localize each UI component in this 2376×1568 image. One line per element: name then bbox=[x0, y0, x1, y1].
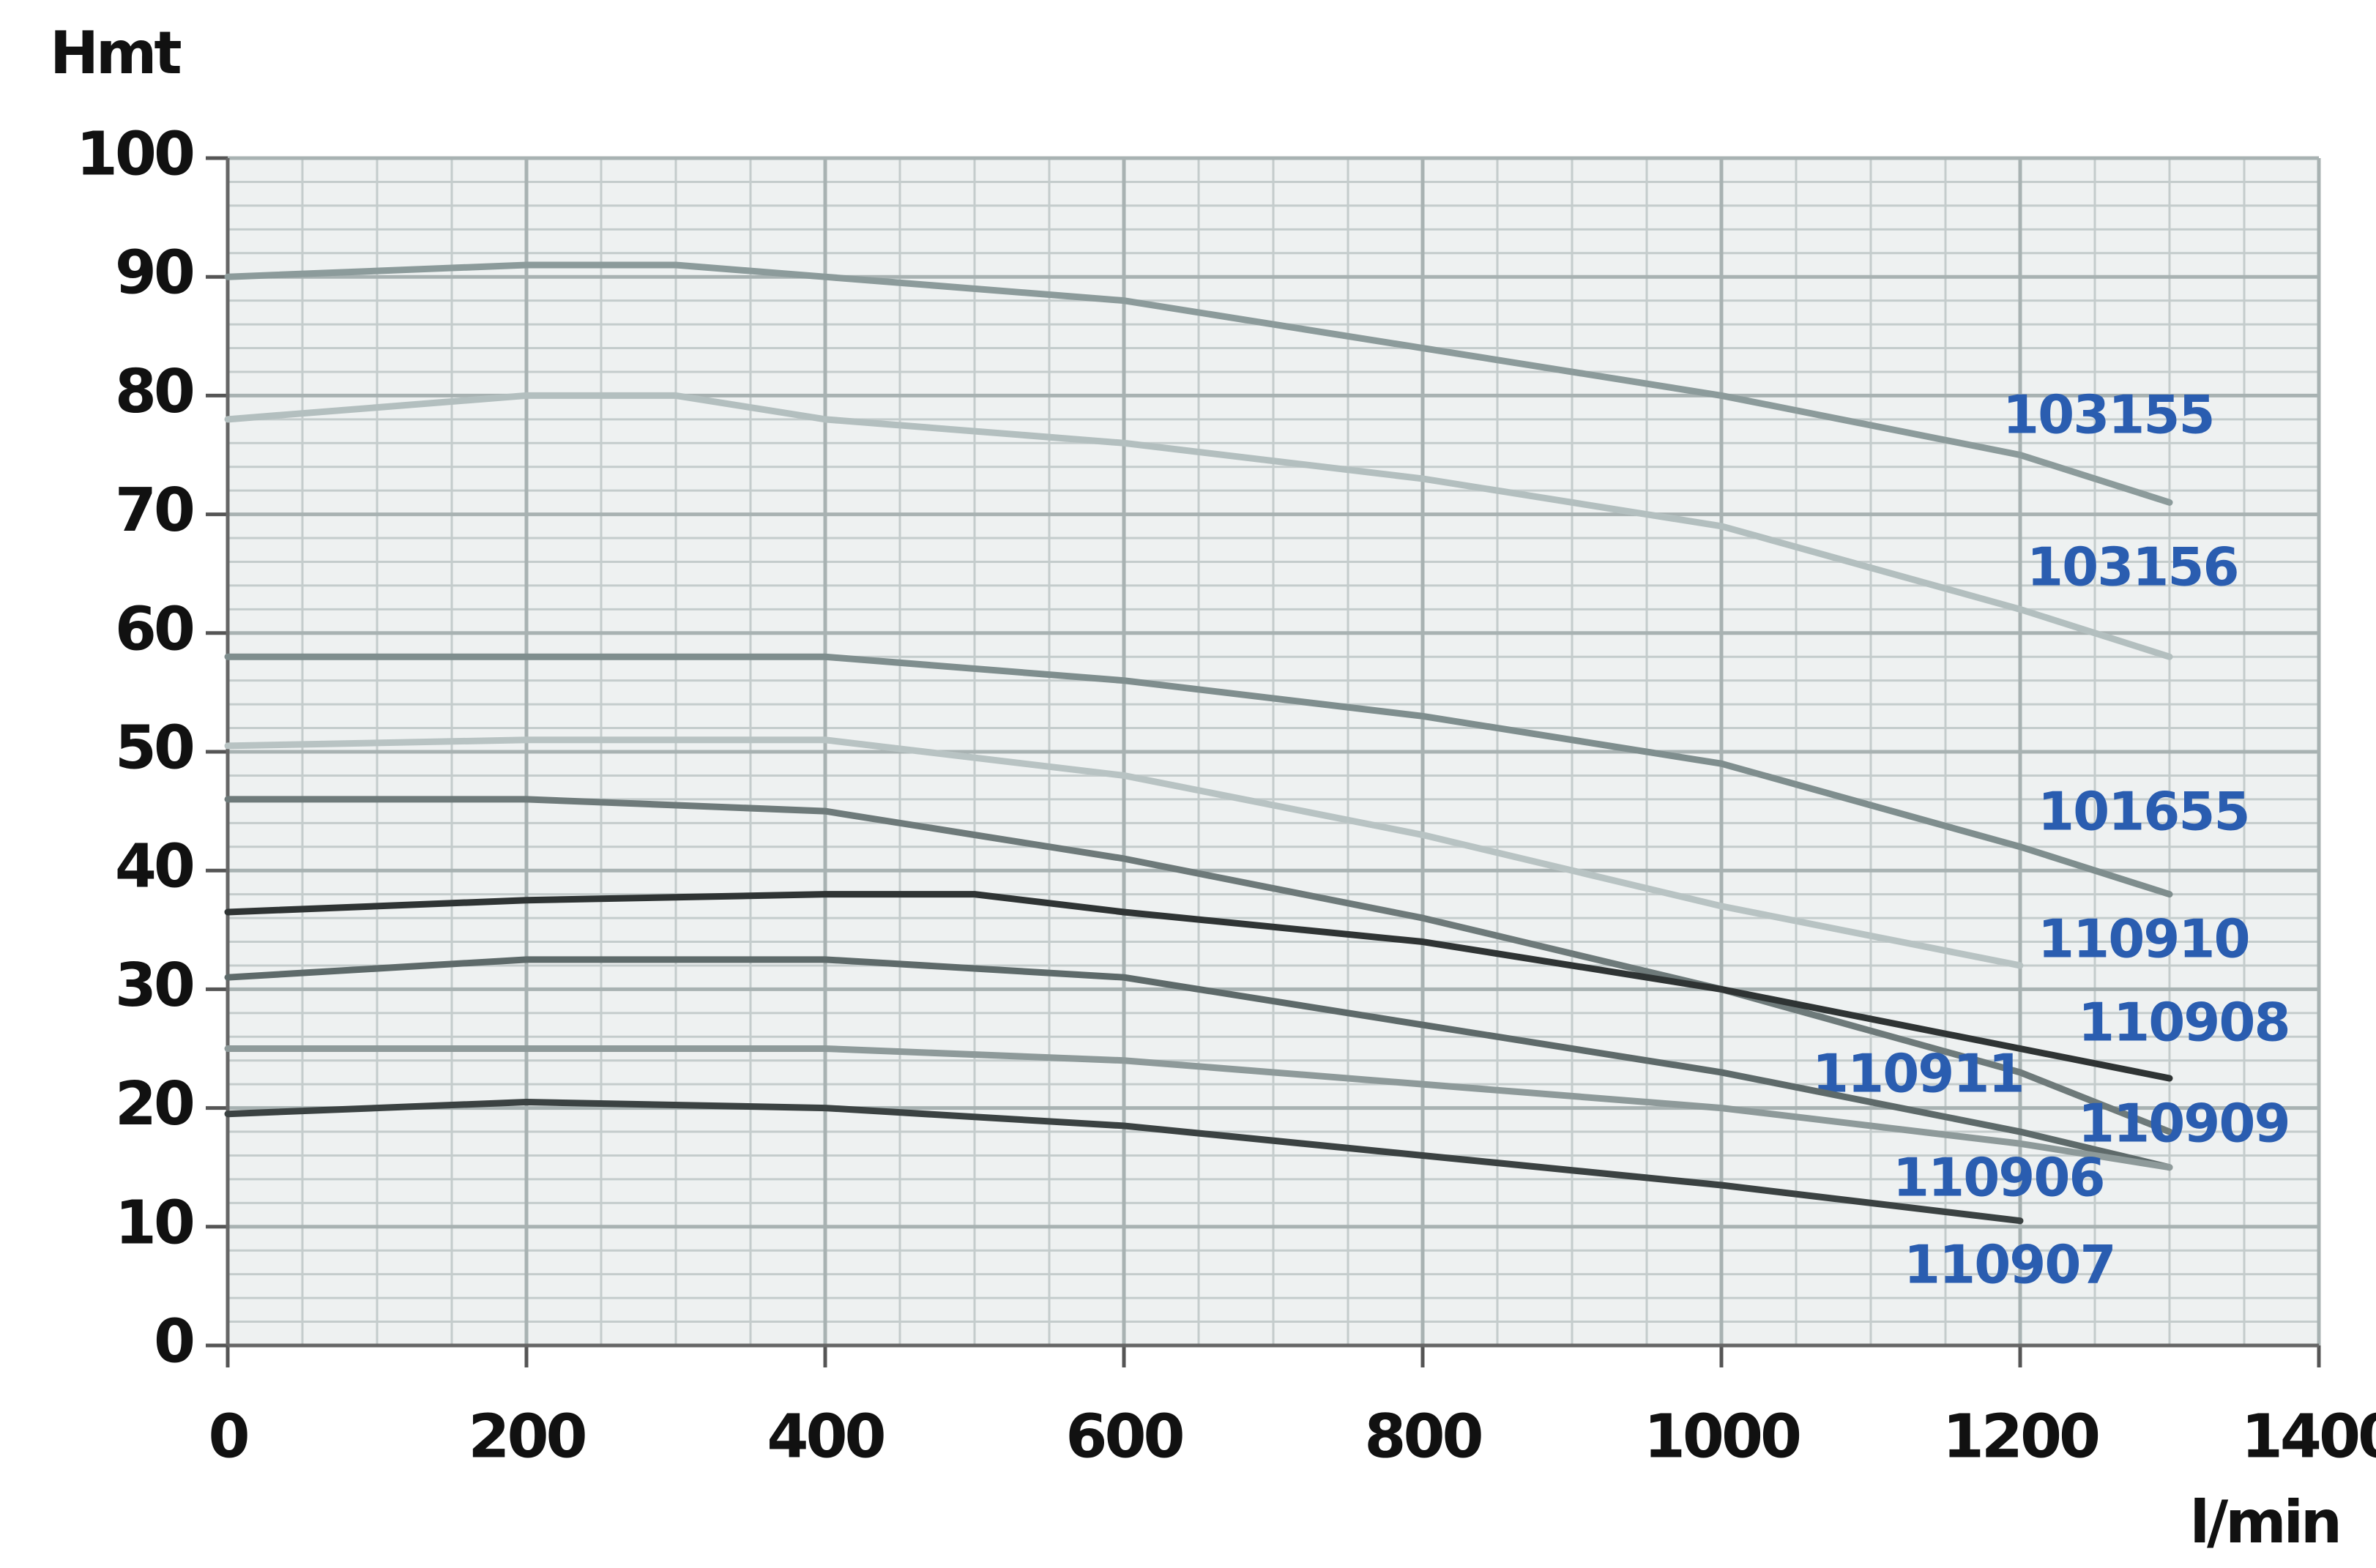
series-line bbox=[224, 1045, 2173, 1171]
x-tick-label: 600 bbox=[1065, 1402, 1183, 1471]
series-line bbox=[224, 956, 2173, 1171]
series-line bbox=[224, 796, 2173, 1135]
y-tick-label: 40 bbox=[115, 832, 193, 902]
x-tick-label: 200 bbox=[468, 1402, 585, 1471]
y-tick-label: 50 bbox=[115, 713, 193, 783]
y-tick-label: 20 bbox=[115, 1069, 193, 1139]
series-label: 103155 bbox=[2003, 384, 2214, 446]
series-label: 110907 bbox=[1904, 1234, 2115, 1296]
x-tick-label: 800 bbox=[1364, 1402, 1481, 1471]
series-label: 103156 bbox=[2027, 537, 2238, 598]
series-label: 110910 bbox=[2038, 908, 2249, 970]
series-label: 110909 bbox=[2078, 1093, 2290, 1154]
y-axis-title: Hmt bbox=[50, 19, 181, 87]
y-tick-label: 100 bbox=[76, 119, 193, 189]
y-tick-label: 30 bbox=[115, 951, 193, 1020]
y-tick-label: 0 bbox=[154, 1307, 193, 1376]
y-tick-label: 80 bbox=[115, 357, 193, 427]
series-line bbox=[224, 653, 2173, 898]
x-tick-label: 1200 bbox=[1943, 1402, 2098, 1471]
series-label: 110911 bbox=[1812, 1043, 2024, 1105]
series-label: 101655 bbox=[2038, 781, 2249, 843]
series-line bbox=[224, 1098, 2024, 1225]
series-line bbox=[224, 891, 2173, 1082]
series-line bbox=[224, 736, 2024, 969]
x-tick-label: 400 bbox=[767, 1402, 884, 1471]
series-line bbox=[224, 392, 2173, 660]
x-tick-label: 0 bbox=[208, 1402, 247, 1471]
series-label: 110908 bbox=[2078, 992, 2290, 1053]
y-tick-label: 10 bbox=[115, 1188, 193, 1258]
y-tick-label: 90 bbox=[115, 239, 193, 308]
series-label: 110906 bbox=[1893, 1147, 2104, 1209]
series-line bbox=[224, 261, 2173, 506]
y-tick-label: 70 bbox=[115, 476, 193, 545]
y-tick-label: 60 bbox=[115, 594, 193, 664]
x-axis-title: l/min bbox=[2190, 1488, 2339, 1556]
x-tick-label: 1400 bbox=[2241, 1402, 2376, 1471]
x-tick-label: 1000 bbox=[1644, 1402, 1800, 1471]
